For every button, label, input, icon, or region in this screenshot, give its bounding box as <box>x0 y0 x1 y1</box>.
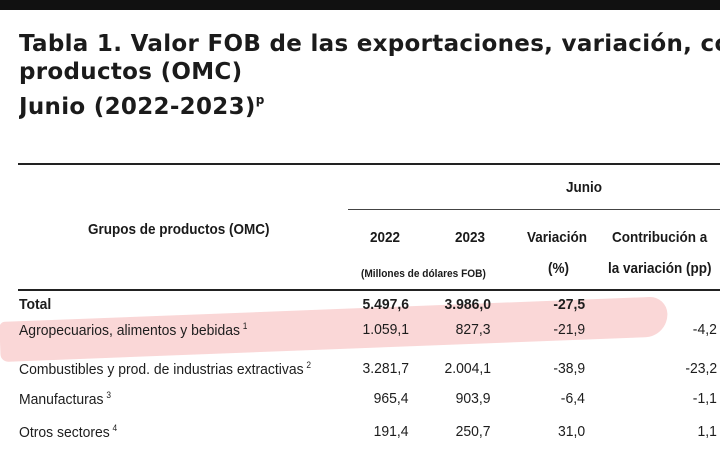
group-header-rule <box>348 209 720 210</box>
cell-contribucion: -23,2 <box>685 360 717 377</box>
title-line-2: productos (OMC) <box>19 59 243 85</box>
column-header-variacion: Variación <box>527 229 588 246</box>
cell-variacion: -38,9 <box>553 360 585 377</box>
column-header-2023: 2023 <box>455 229 486 246</box>
cell-2023: 827,3 <box>456 321 491 338</box>
cell-2023: 2.004,1 <box>444 360 491 377</box>
column-header-contribucion-unit: la variación (pp) <box>608 260 712 277</box>
cell-variacion: 31,0 <box>557 423 585 440</box>
footnote-ref: 3 <box>106 390 111 400</box>
units-note: (Millones de dólares FOB) <box>361 268 486 280</box>
row-label: Total <box>19 296 52 313</box>
column-header-contribucion: Contribución a <box>612 229 708 246</box>
cell-2022: 965,4 <box>374 390 409 407</box>
row-label: Agropecuarios, alimentos y bebidas 1 <box>19 321 248 339</box>
footnote-ref: 2 <box>306 360 312 370</box>
table-top-rule <box>18 163 720 165</box>
title-line-1: Tabla 1. Valor FOB de las exportaciones,… <box>19 31 720 57</box>
cell-2023: 3.986,0 <box>444 296 491 313</box>
cell-variacion: -6,4 <box>560 390 585 407</box>
title-period: Junio (2022-2023) <box>19 94 256 120</box>
row-label: Manufacturas 3 <box>19 390 111 408</box>
cell-2022: 5.497,6 <box>362 296 409 313</box>
group-header-junio: Junio <box>566 179 602 196</box>
cell-2023: 903,9 <box>456 390 491 407</box>
footnote-ref: 1 <box>242 321 248 331</box>
title-superscript: p <box>255 93 265 107</box>
cell-contribucion: 1,1 <box>697 423 717 440</box>
column-header-variacion-unit: (%) <box>548 260 569 277</box>
footnote-ref: 4 <box>112 423 118 433</box>
cell-variacion: -27,5 <box>553 296 585 313</box>
cell-contribucion: -1,1 <box>692 390 717 407</box>
cell-2022: 3.281,7 <box>362 360 409 377</box>
table-title: Tabla 1. Valor FOB de las exportaciones,… <box>19 30 720 121</box>
title-line-3: Junio (2022-2023)p <box>19 86 720 121</box>
column-header-2022: 2022 <box>370 229 401 246</box>
row-label: Otros sectores 4 <box>19 423 118 441</box>
top-border-bar <box>0 0 720 10</box>
cell-variacion: -21,9 <box>553 321 585 338</box>
header-bottom-rule <box>18 289 720 291</box>
cell-contribucion: -4,2 <box>692 321 717 338</box>
cell-2022: 191,4 <box>374 423 409 440</box>
cell-2022: 1.059,1 <box>362 321 409 338</box>
row-header-grupos: Grupos de productos (OMC) <box>88 221 270 238</box>
row-label: Combustibles y prod. de industrias extra… <box>19 360 312 378</box>
cell-2023: 250,7 <box>456 423 491 440</box>
